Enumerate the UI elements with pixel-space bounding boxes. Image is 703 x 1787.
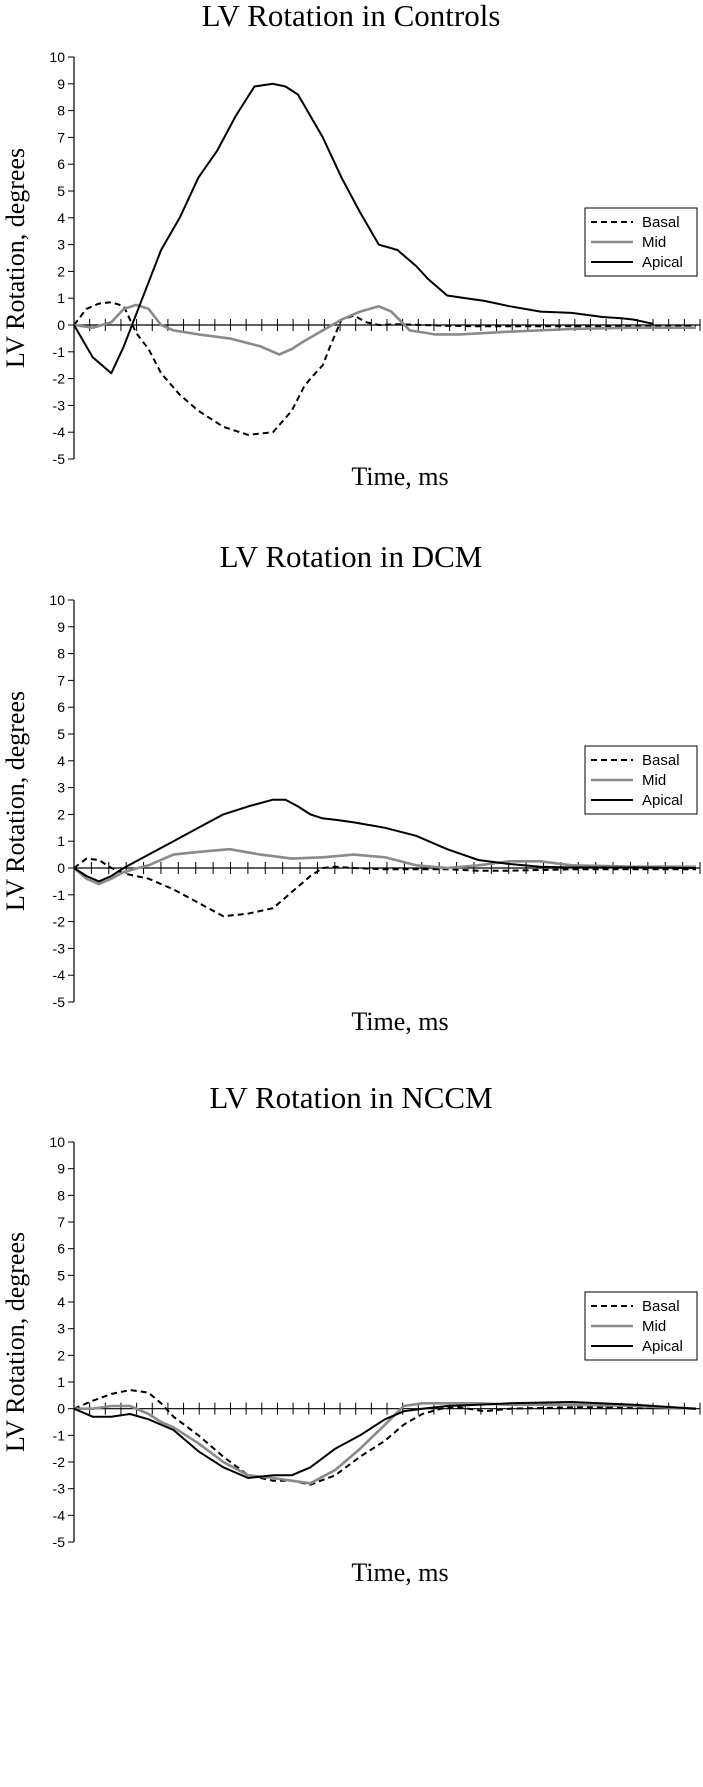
chart-title: LV Rotation in NCCM [209,1080,492,1115]
y-tick-label: -1 [53,344,66,360]
y-tick-label: 2 [57,806,65,822]
y-tick-label: 6 [57,156,65,172]
y-tick-label: -5 [53,451,66,467]
legend: Basal Mid Apical [584,745,698,815]
legend: Basal Mid Apical [584,1291,698,1361]
y-tick-label: 7 [57,129,65,145]
series-line-apical [73,1401,697,1479]
x-axis-label: Time, ms [351,1558,448,1587]
y-tick-label: 9 [57,619,65,635]
chart-panel-3: LV Rotation in NCCM109876543210-1-2-3-4-… [1,1080,701,1587]
y-tick-label: -2 [53,914,66,930]
legend-label-basal: Basal [642,214,680,231]
y-tick-label: 8 [57,103,65,119]
y-tick-label: 6 [57,1241,65,1257]
y-tick-label: -3 [53,940,66,956]
chart-title: LV Rotation in DCM [220,539,483,574]
y-tick-label: 7 [57,1214,65,1230]
y-tick-label: 3 [57,1321,65,1337]
y-axis-label: LV Rotation, degrees [1,148,30,368]
chart-panel-1: LV Rotation in Controls109876543210-1-2-… [1,0,701,491]
y-tick-label: -2 [53,1454,66,1470]
series-line-mid [73,847,696,886]
y-tick-label: -3 [53,397,66,413]
y-tick-label: 3 [57,237,65,253]
y-tick-label: 5 [57,183,65,199]
y-tick-label: 4 [57,210,65,226]
y-axis-label: LV Rotation, degrees [1,1232,30,1452]
y-tick-label: -2 [53,371,66,387]
y-axis-label: LV Rotation, degrees [1,691,30,911]
y-tick-label: 2 [57,263,65,279]
y-tick-label: 8 [57,646,65,662]
series-line-basal [73,301,696,436]
series-line-apical [73,798,697,883]
y-tick-label: 10 [49,592,65,608]
y-tick-label: 9 [57,76,65,92]
x-axis-label: Time, ms [351,1007,448,1036]
y-tick-label: -4 [53,1507,66,1523]
chart-title: LV Rotation in Controls [202,0,501,33]
legend-label-basal: Basal [642,1298,680,1315]
y-tick-label: -4 [53,967,66,983]
legend-label-mid: Mid [642,234,666,251]
y-tick-label: -3 [53,1481,66,1497]
series-line-basal [73,857,696,918]
series-line-apical [73,82,653,375]
legend-label-apical: Apical [642,254,683,271]
y-tick-label: -5 [53,994,66,1010]
legend-label-mid: Mid [642,1318,666,1335]
y-tick-label: 6 [57,699,65,715]
legend-label-mid: Mid [642,772,666,789]
y-tick-label: 2 [57,1347,65,1363]
legend: Basal Mid Apical [584,207,698,277]
y-tick-label: 3 [57,780,65,796]
y-tick-label: 0 [57,1401,65,1417]
series-line-mid [73,303,696,356]
y-tick-label: 4 [57,753,65,769]
legend-label-apical: Apical [642,1338,683,1355]
series-line-mid [74,1402,697,1485]
y-tick-label: 8 [57,1187,65,1203]
y-tick-label: 10 [49,49,65,65]
y-tick-label: 10 [49,1134,65,1150]
y-tick-label: 4 [57,1294,65,1310]
y-tick-label: 9 [57,1161,65,1177]
legend-label-apical: Apical [642,792,683,809]
y-tick-label: 1 [57,1374,65,1390]
y-tick-label: 7 [57,672,65,688]
chart-panel-2: LV Rotation in DCM109876543210-1-2-3-4-5… [1,539,701,1036]
legend-label-basal: Basal [642,752,680,769]
y-tick-label: 0 [57,317,65,333]
y-tick-label: 5 [57,726,65,742]
y-tick-label: 1 [57,290,65,306]
y-tick-label: 0 [57,860,65,876]
y-tick-label: 1 [57,833,65,849]
y-tick-label: -5 [53,1534,66,1550]
y-tick-label: -1 [53,887,66,903]
x-axis-label: Time, ms [351,462,448,491]
y-tick-label: -1 [53,1427,66,1443]
y-tick-label: -4 [53,424,66,440]
y-tick-label: 5 [57,1267,65,1283]
series-line-basal [73,1389,697,1486]
